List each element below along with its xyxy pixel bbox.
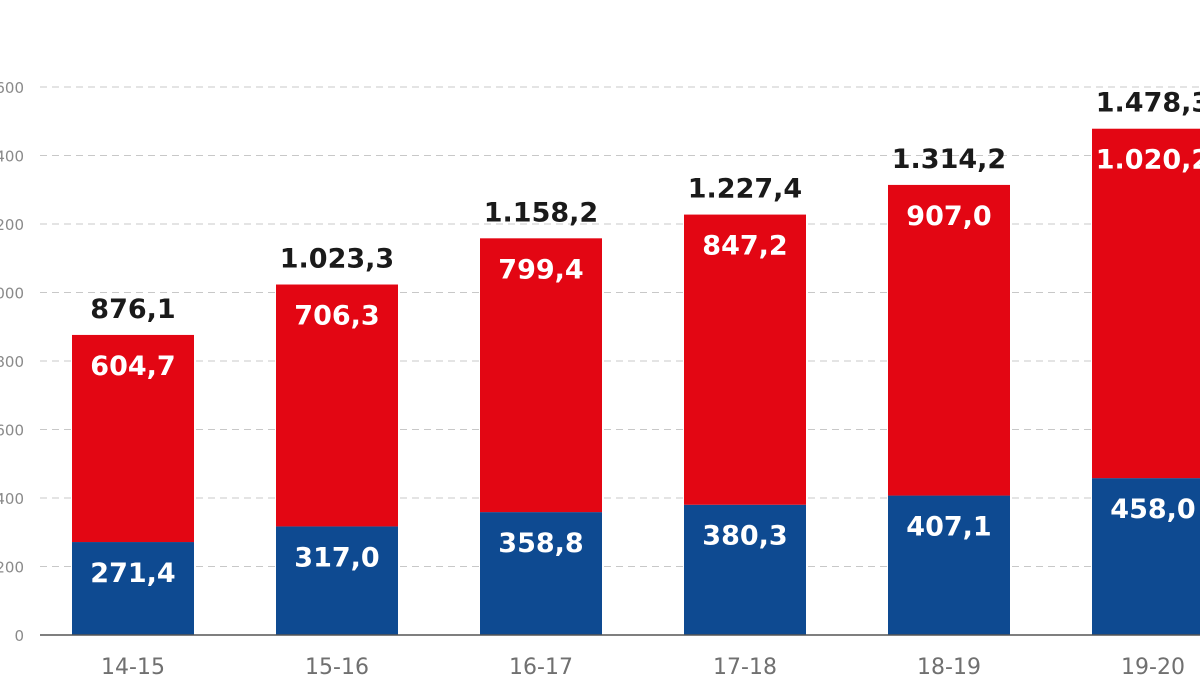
segment-value-label: 317,0 [294, 542, 379, 573]
bar-segment-top [684, 214, 806, 505]
y-tick-label: 800 [0, 353, 24, 371]
y-tick-label: 1000 [0, 285, 24, 303]
segment-value-label: 358,8 [498, 528, 583, 559]
y-tick-label: 1200 [0, 216, 24, 234]
x-tick-label: 16-17 [509, 655, 573, 675]
x-tick-label: 17-18 [713, 655, 777, 675]
total-value-label: 876,1 [90, 294, 175, 325]
x-tick-label: 15-16 [305, 655, 369, 675]
y-tick-label: 200 [0, 559, 24, 577]
y-tick-label: 600 [0, 422, 24, 440]
bar-segment-top [1092, 128, 1200, 479]
y-tick-label: 1600 [0, 79, 24, 97]
bar-segment-top [888, 184, 1010, 496]
y-tick-label: 1400 [0, 148, 24, 166]
bar-segment-bottom [480, 512, 602, 635]
total-value-label: 1.478,3 [1096, 88, 1200, 119]
segment-value-label: 407,1 [906, 512, 991, 543]
total-value-label: 1.023,3 [280, 244, 394, 275]
bar-segment-top [276, 284, 398, 527]
segment-value-label: 1.020,2 [1096, 145, 1200, 176]
total-value-label: 1.158,2 [484, 197, 598, 228]
bar-segment-bottom [72, 542, 194, 635]
segment-value-label: 907,0 [906, 201, 991, 232]
segment-value-label: 706,3 [294, 301, 379, 332]
segment-value-label: 847,2 [702, 231, 787, 262]
y-tick-label: 400 [0, 490, 24, 508]
x-tick-label: 14-15 [101, 655, 165, 675]
bar-segment-top [480, 238, 602, 513]
x-tick-label: 19-20 [1121, 655, 1185, 675]
total-value-label: 1.314,2 [892, 144, 1006, 175]
bar-segment-bottom [888, 495, 1010, 635]
y-tick-label: 0 [14, 627, 24, 645]
bar-segment-bottom [684, 504, 806, 635]
bar-segment-bottom [1092, 478, 1200, 635]
segment-value-label: 380,3 [702, 521, 787, 552]
bar-segment-top [72, 334, 194, 543]
segment-value-label: 799,4 [498, 254, 583, 285]
total-value-label: 1.227,4 [688, 174, 802, 205]
bar-segment-bottom [276, 526, 398, 635]
segment-value-label: 458,0 [1110, 494, 1195, 525]
segment-value-label: 604,7 [90, 351, 175, 382]
segment-value-label: 271,4 [90, 558, 175, 589]
x-tick-label: 18-19 [917, 655, 981, 675]
